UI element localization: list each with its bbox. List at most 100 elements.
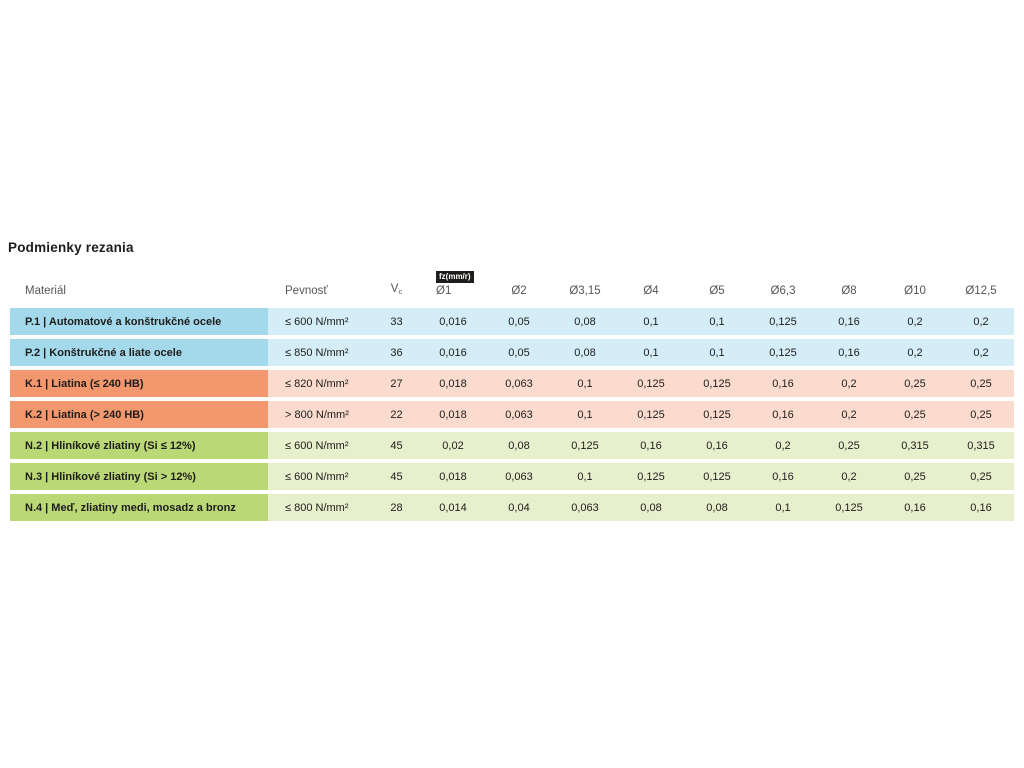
page-title: Podmienky rezania — [8, 240, 134, 255]
cell-fz: 0,125 — [835, 501, 863, 514]
vc-label: V — [390, 283, 399, 295]
cell-fz: 0,125 — [769, 315, 797, 328]
cell-fz: 0,125 — [769, 346, 797, 359]
cell-vc: 45 — [390, 439, 403, 452]
cell-fz: 0,16 — [970, 501, 992, 514]
cell-fz: 0,2 — [907, 346, 923, 359]
column-header-diameter-6: Ø6,3 — [770, 285, 796, 297]
column-header-diameter-1: fz(mm/r) Ø1 — [420, 271, 486, 298]
cell-fz: 0,1 — [577, 377, 593, 390]
cell-fz: 0,16 — [772, 470, 794, 483]
cell-fz: 0,08 — [706, 501, 728, 514]
column-header-diameter-3: Ø3,15 — [569, 285, 601, 297]
cell-fz: 0,16 — [772, 377, 794, 390]
cell-fz: 0,25 — [970, 470, 992, 483]
cell-fz: 0,125 — [637, 470, 665, 483]
cell-fz: 0,1 — [577, 470, 593, 483]
cell-fz: 0,08 — [574, 346, 596, 359]
column-header-diameter-5: Ø5 — [709, 285, 725, 297]
cell-fz: 0,2 — [841, 470, 857, 483]
cell-fz: 0,08 — [574, 315, 596, 328]
cell-fz: 0,25 — [970, 377, 992, 390]
cell-fz: 0,063 — [505, 470, 533, 483]
cell-fz: 0,1 — [577, 408, 593, 421]
column-header-diameter-9: Ø12,5 — [965, 285, 997, 297]
cell-fz: 0,125 — [637, 377, 665, 390]
cell-strength: ≤ 820 N/mm² — [285, 377, 349, 390]
cutting-conditions-table: Materiál Pevnosť Vc fz(mm/r) Ø1 Ø2 Ø3,15 Ø4 Ø… — [10, 262, 1014, 525]
cell-material: N.4 | Meď, zliatiny medi, mosadz a bronz — [10, 494, 268, 521]
cell-fz: 0,2 — [841, 377, 857, 390]
cell-fz: 0,16 — [838, 346, 860, 359]
cell-strength: ≤ 600 N/mm² — [285, 439, 349, 452]
column-header-material: Materiál — [25, 285, 66, 297]
cell-fz: 0,063 — [571, 501, 599, 514]
cell-fz: 0,25 — [904, 377, 926, 390]
cell-fz: 0,2 — [907, 315, 923, 328]
cell-fz: 0,315 — [967, 439, 995, 452]
cell-fz: 0,016 — [439, 346, 467, 359]
cell-fz: 0,16 — [772, 408, 794, 421]
cell-vc: 33 — [390, 315, 403, 328]
cell-fz: 0,04 — [508, 501, 530, 514]
cell-fz: 0,063 — [505, 377, 533, 390]
cell-fz: 0,2 — [973, 346, 989, 359]
table-row: P.1 | Automatové a konštrukčné ocele ≤ 60… — [10, 308, 1014, 335]
column-header-strength: Pevnosť — [285, 285, 328, 297]
cell-fz: 0,1 — [775, 501, 791, 514]
cell-strength: ≤ 850 N/mm² — [285, 346, 349, 359]
cell-vc: 28 — [390, 501, 403, 514]
cell-fz: 0,08 — [640, 501, 662, 514]
table-header-row: Materiál Pevnosť Vc fz(mm/r) Ø1 Ø2 Ø3,15 Ø4 Ø… — [10, 262, 1014, 298]
cell-fz: 0,25 — [970, 408, 992, 421]
cell-fz: 0,25 — [904, 470, 926, 483]
table-row: N.3 | Hliníkové zliatiny (Si > 12%) ≤ 600… — [10, 463, 1014, 490]
cell-fz: 0,014 — [439, 501, 467, 514]
column-header-diameter-7: Ø8 — [841, 285, 857, 297]
cell-strength: ≤ 600 N/mm² — [285, 470, 349, 483]
cell-fz: 0,25 — [838, 439, 860, 452]
cell-strength: > 800 N/mm² — [285, 408, 349, 421]
fz-unit-badge: fz(mm/r) — [436, 271, 474, 283]
cell-fz: 0,125 — [703, 470, 731, 483]
cell-fz: 0,1 — [643, 315, 659, 328]
cell-fz: 0,125 — [703, 377, 731, 390]
vc-subscript: c — [398, 287, 403, 296]
table-row: K.1 | Liatina (≤ 240 HB) ≤ 820 N/mm² 27 0,0… — [10, 370, 1014, 397]
table-row: K.2 | Liatina (> 240 HB) > 800 N/mm² 22 0,0… — [10, 401, 1014, 428]
cell-strength: ≤ 600 N/mm² — [285, 315, 349, 328]
cell-fz: 0,16 — [904, 501, 926, 514]
cell-material: P.1 | Automatové a konštrukčné ocele — [10, 308, 268, 335]
cell-fz: 0,16 — [706, 439, 728, 452]
cell-fz: 0,063 — [505, 408, 533, 421]
cell-fz: 0,16 — [640, 439, 662, 452]
cell-fz: 0,1 — [709, 346, 725, 359]
cell-fz: 0,25 — [904, 408, 926, 421]
cell-fz: 0,125 — [703, 408, 731, 421]
column-header-vc: Vc — [373, 283, 420, 298]
cell-vc: 36 — [390, 346, 403, 359]
table-row: N.2 | Hliníkové zliatiny (Si ≤ 12%) ≤ 600… — [10, 432, 1014, 459]
diameter-label: Ø1 — [436, 285, 452, 297]
column-header-diameter-2: Ø2 — [511, 285, 527, 297]
cell-material: P.2 | Konštrukčné a liate ocele — [10, 339, 268, 366]
cell-fz: 0,02 — [442, 439, 464, 452]
table-row: N.4 | Meď, zliatiny medi, mosadz a bronz… — [10, 494, 1014, 521]
cell-fz: 0,05 — [508, 315, 530, 328]
cell-fz: 0,018 — [439, 408, 467, 421]
cell-vc: 22 — [390, 408, 403, 421]
cell-fz: 0,125 — [637, 408, 665, 421]
cell-fz: 0,125 — [571, 439, 599, 452]
table-body: P.1 | Automatové a konštrukčné ocele ≤ 60… — [10, 308, 1014, 521]
cell-strength: ≤ 800 N/mm² — [285, 501, 349, 514]
cell-material: N.2 | Hliníkové zliatiny (Si ≤ 12%) — [10, 432, 268, 459]
cell-fz: 0,016 — [439, 315, 467, 328]
cell-material: K.2 | Liatina (> 240 HB) — [10, 401, 268, 428]
cell-fz: 0,2 — [973, 315, 989, 328]
cell-fz: 0,315 — [901, 439, 929, 452]
cell-fz: 0,1 — [643, 346, 659, 359]
cell-fz: 0,08 — [508, 439, 530, 452]
cell-fz: 0,1 — [709, 315, 725, 328]
cell-fz: 0,018 — [439, 470, 467, 483]
column-header-diameter-4: Ø4 — [643, 285, 659, 297]
